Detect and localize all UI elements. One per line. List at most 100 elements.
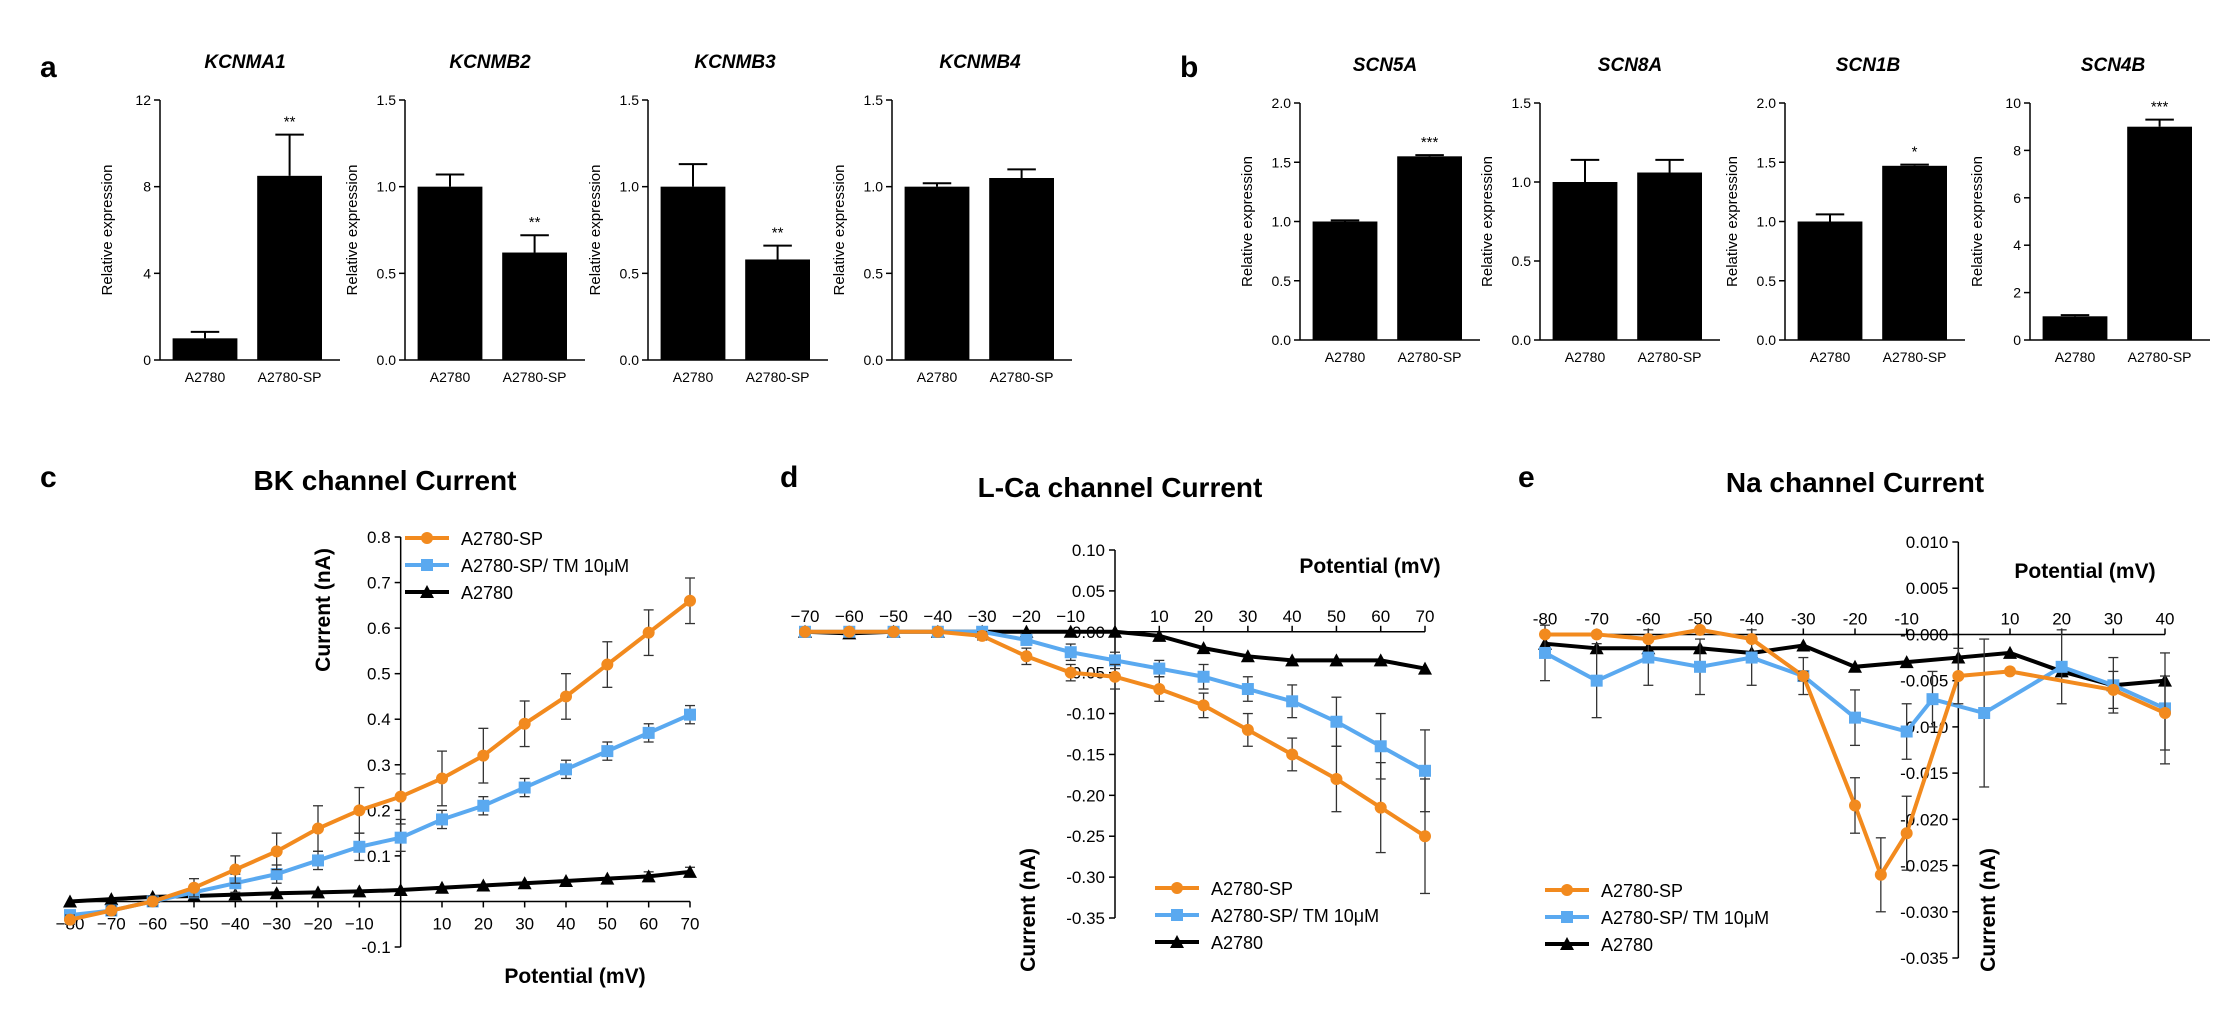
- chart-title: SCN1B: [1836, 55, 1901, 76]
- x-tick-label: −70: [791, 607, 820, 626]
- bar-A2780: [1552, 182, 1618, 340]
- bar-A2780: [417, 186, 483, 360]
- x-tick-label: A2780: [185, 369, 226, 385]
- point-A2780-SP: [2159, 707, 2171, 720]
- bar-chart-scn5a: SCN5A 0.0 0.5 1.0 1.5 2.0 Relative expression A…: [1239, 55, 1480, 365]
- point-A2780: [1329, 653, 1344, 667]
- point-A2780-SP/ TM 10μM: [1745, 651, 1758, 664]
- point-A2780-SP/ TM 10μM: [1539, 646, 1551, 659]
- x-tick-label: 10: [1150, 607, 1169, 626]
- legend-marker: [420, 585, 434, 598]
- x-tick-label: A2780-SP: [258, 369, 322, 385]
- point-A2780: [1796, 638, 1811, 652]
- point-A2780-SP/ TM 10μM: [1978, 707, 1991, 720]
- bar-A2780-SP: [257, 175, 322, 360]
- chart-title: KCNMB2: [449, 52, 531, 73]
- point-A2780-SP/ TM 10μM: [312, 854, 324, 867]
- x-tick-label: A2780-SP: [2128, 349, 2192, 365]
- legend-marker: [1561, 911, 1573, 923]
- point-A2780-SP/ TM 10μM: [1926, 693, 1939, 706]
- y-tick-label: 0.5: [367, 665, 391, 684]
- point-A2780-SP: [394, 790, 407, 803]
- bar-A2780-SP: [1882, 165, 1947, 340]
- bar-A2780-SP: [1397, 156, 1462, 340]
- point-A2780-SP: [1849, 799, 1861, 812]
- point-A2780: [1196, 641, 1211, 655]
- point-A2780-SP/ TM 10μM: [1849, 711, 1861, 724]
- x-tick-label: 70: [681, 914, 700, 933]
- bar-A2780-SP: [502, 252, 567, 360]
- iv-chart-na: Na channel Current 0.010 0.005 -0.000 -0.005…: [1533, 467, 2175, 972]
- chart-title: KCNMA1: [204, 52, 285, 73]
- x-tick-label: 20: [2052, 609, 2071, 628]
- y-tick-label: -0.1: [361, 938, 390, 957]
- charts-layer: KCNMA1 0 4 8 12 Relative expression A2780 ** A27…: [56, 52, 2210, 988]
- x-tick-label: 60: [639, 914, 658, 933]
- point-A2780-SP: [601, 658, 614, 671]
- x-tick-label: −10: [1056, 607, 1085, 626]
- point-A2780-SP: [1374, 801, 1387, 814]
- x-tick-label: A2780: [917, 369, 958, 385]
- point-A2780: [435, 880, 449, 894]
- x-tick-label: 10: [433, 914, 452, 933]
- x-tick-label: 30: [2104, 609, 2123, 628]
- y-tick-label: -0.035: [1900, 949, 1948, 968]
- point-A2780: [1240, 649, 1255, 663]
- y-axis-label: Relative expression: [831, 165, 848, 296]
- point-A2780: [559, 873, 573, 887]
- bar-A2780: [172, 338, 238, 360]
- point-A2780-SP: [1694, 623, 1706, 636]
- legend-marker: [421, 559, 433, 571]
- point-A2780-SP: [1064, 666, 1077, 679]
- point-A2780-SP: [1419, 830, 1431, 843]
- point-A2780-SP/ TM 10μM: [394, 831, 407, 844]
- y-tick-label: 1.0: [1512, 174, 1532, 190]
- point-A2780-SP: [105, 904, 118, 917]
- point-A2780-SP: [2107, 683, 2120, 696]
- significance-label: ***: [2151, 99, 2169, 116]
- y-axis-label: Relative expression: [344, 165, 361, 296]
- x-tick-label: A2780-SP: [1398, 349, 1462, 365]
- y-tick-label: -0.000: [1900, 625, 1948, 644]
- point-A2780-SP/ TM 10μM: [270, 868, 283, 881]
- point-A2780: [1373, 653, 1388, 667]
- point-A2780: [476, 878, 491, 892]
- y-tick-label: -0.15: [1066, 745, 1105, 764]
- chart-title: SCN8A: [1598, 55, 1662, 76]
- y-tick-label: 0.5: [1512, 253, 1532, 269]
- y-tick-label: -0.20: [1066, 786, 1105, 805]
- point-A2780-SP/ TM 10μM: [1020, 633, 1033, 646]
- y-tick-label: -0.30: [1066, 868, 1105, 887]
- bar-A2780: [904, 186, 970, 360]
- point-A2780-SP: [931, 625, 944, 638]
- point-A2780-SP: [270, 845, 283, 858]
- bar-chart-kcnmb3: KCNMB3 0.0 0.5 1.0 1.5 Relative expression A27…: [587, 52, 828, 385]
- x-tick-label: −50: [180, 914, 209, 933]
- significance-label: **: [529, 214, 541, 231]
- y-tick-label: 0.010: [1906, 533, 1949, 552]
- x-tick-label: −30: [262, 914, 291, 933]
- legend-label: A2780: [461, 583, 513, 603]
- x-tick-label: 50: [598, 914, 617, 933]
- chart-title: KCNMB3: [694, 52, 776, 73]
- y-tick-label: 2.0: [1272, 95, 1292, 111]
- x-tick-label: −20: [1012, 607, 1041, 626]
- point-A2780-SP: [560, 690, 572, 703]
- y-tick-label: 0: [2013, 332, 2021, 348]
- point-A2780-SP: [887, 625, 900, 638]
- legend-marker: [1170, 935, 1184, 948]
- point-A2780-SP: [1020, 650, 1033, 663]
- bar-chart-kcnmb2: KCNMB2 0.0 0.5 1.0 1.5 Relative expression A27…: [344, 52, 585, 385]
- x-tick-label: A2780-SP: [1883, 349, 1947, 365]
- significance-label: **: [772, 225, 784, 242]
- significance-label: *: [1912, 144, 1918, 161]
- y-tick-label: 1.5: [620, 92, 640, 108]
- point-A2780-SP: [477, 749, 490, 762]
- y-tick-label: 0.5: [1272, 273, 1292, 289]
- chart-title: SCN4B: [2081, 55, 2146, 76]
- x-tick-label: -60: [1636, 609, 1661, 628]
- chart-title: Na channel Current: [1726, 467, 1984, 498]
- y-axis-label: Relative expression: [1239, 156, 1256, 287]
- x-tick-label: A2780-SP: [1638, 349, 1702, 365]
